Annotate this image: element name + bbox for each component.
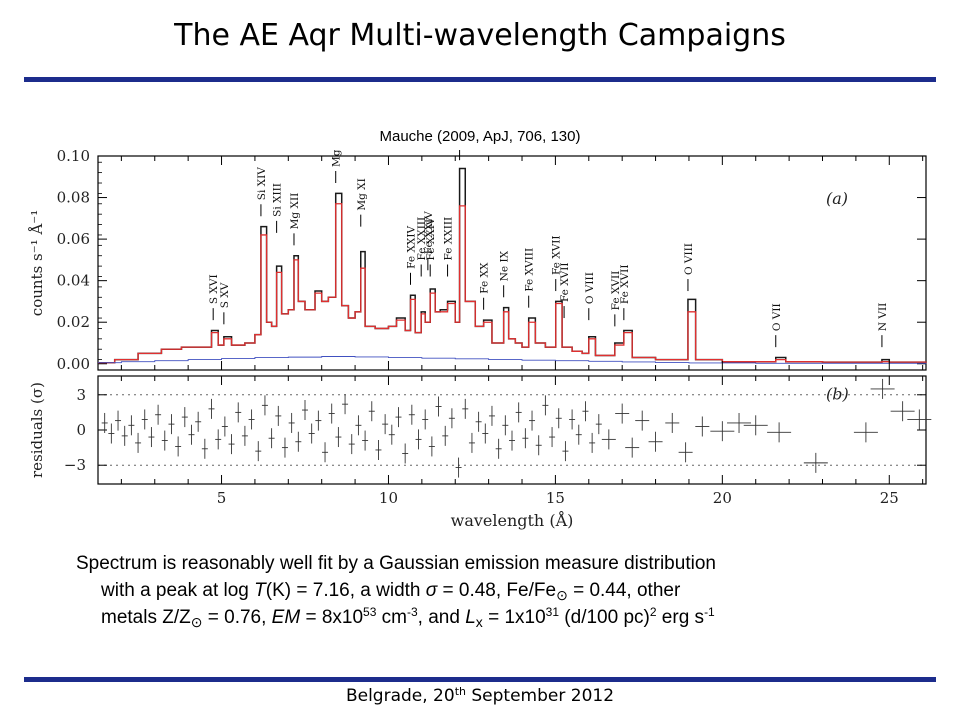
x-tick-label: 20	[713, 489, 732, 507]
flux-panel: 0.00 0.02 0.04 0.06 0.08 0.10 counts s⁻¹ Å⁻¹ (a…	[28, 150, 927, 373]
flux-panel-frame	[97, 155, 927, 371]
emission-line-label: Si XIV	[256, 167, 268, 201]
caption-line-3: metals Z/Z⊙ = 0.76, EM = 8x1053 cm-3, an…	[101, 605, 715, 630]
caption-line-2: with a peak at log T(K) = 7.16, a width …	[101, 580, 681, 603]
x-tick-label: 10	[379, 489, 398, 507]
x-tick-label: 25	[880, 489, 899, 507]
solar-symbol: ⊙	[556, 587, 568, 603]
emission-line-label: Si XIII	[272, 183, 284, 217]
wavelength-axis: 5 10 15 20 25 wavelength (Å)	[120, 156, 924, 530]
emission-line-label: Fe XXIII	[443, 217, 455, 261]
y-tick-label: 0.06	[57, 230, 90, 248]
emission-line-label: Fe XVIII	[524, 248, 536, 292]
figure-citation: Mauche (2009, ApJ, 706, 130)	[379, 128, 581, 145]
emission-line-label: Fe XVII	[559, 262, 571, 302]
emission-line-label: Mg XI	[356, 178, 368, 210]
emission-line-label: Fe XXIV	[406, 225, 418, 268]
emission-line-label: Fe XVII	[610, 271, 622, 311]
observed-spectrum	[98, 167, 927, 364]
spectrum-figure: 0.00 0.02 0.04 0.06 0.08 0.10 counts s⁻¹ Å⁻¹ (a…	[28, 150, 932, 530]
y-tick-label: 0.10	[57, 150, 90, 165]
x-tick-label: 15	[546, 489, 565, 507]
footer-divider	[24, 677, 936, 682]
emission-line-label: O VIII	[584, 272, 596, 304]
y-tick-label: 3	[76, 386, 86, 404]
emission-line-label: Fe XXIV	[423, 211, 435, 254]
panel-label: (b)	[826, 384, 849, 403]
panel-label: (a)	[826, 189, 848, 208]
model-spectrum	[98, 203, 927, 364]
emission-line-label: Fe XXIII	[416, 217, 428, 261]
residuals-panel: 3 0 −3 residuals (σ) (b)	[28, 375, 932, 485]
y-tick-label: 0.00	[57, 355, 90, 373]
y-tick-label: 0.08	[57, 189, 90, 207]
y-axis-label: counts s⁻¹ Å⁻¹	[28, 210, 46, 316]
footer-text: Belgrade, 20th September 2012	[345, 685, 615, 706]
background-spectrum	[98, 356, 927, 364]
emission-line-label: Fe XVII	[619, 265, 631, 305]
y-tick-label: 0.04	[57, 272, 90, 290]
emission-line-label: Fe XX	[479, 262, 491, 294]
caption-line-1: Spectrum is reasonably well fit by a Gau…	[76, 553, 716, 574]
residuals-panel-frame	[97, 375, 927, 485]
x-axis-label: wavelength (Å)	[451, 510, 574, 530]
emission-line-label: S XV	[219, 282, 231, 308]
emission-line-label: O VII	[771, 303, 783, 331]
emission-line-label: Fe XXIV	[425, 217, 437, 260]
slide-title: The AE Aqr Multi-wavelength Campaigns	[174, 18, 786, 53]
emission-line-label: Ne IX	[499, 250, 511, 281]
emission-line-label: O VIII	[683, 243, 695, 275]
y-tick-label: −3	[64, 456, 86, 474]
y-axis-label: residuals (σ)	[28, 382, 46, 478]
emission-line-label: Fe XVII	[551, 235, 563, 275]
y-tick-label: 0.02	[57, 313, 90, 331]
emission-line-label: S XVI	[208, 274, 220, 304]
fit-caption: Spectrum is reasonably well fit by a Gau…	[76, 550, 936, 631]
title-divider	[24, 77, 936, 82]
y-tick-label: 0	[76, 421, 86, 439]
solar-symbol: ⊙	[190, 614, 203, 630]
x-tick-label: 5	[217, 489, 227, 507]
emission-line-label: Mg XII	[289, 193, 301, 230]
emission-line-label: Mg XII	[331, 150, 343, 167]
emission-line-label: N VII	[877, 303, 889, 331]
